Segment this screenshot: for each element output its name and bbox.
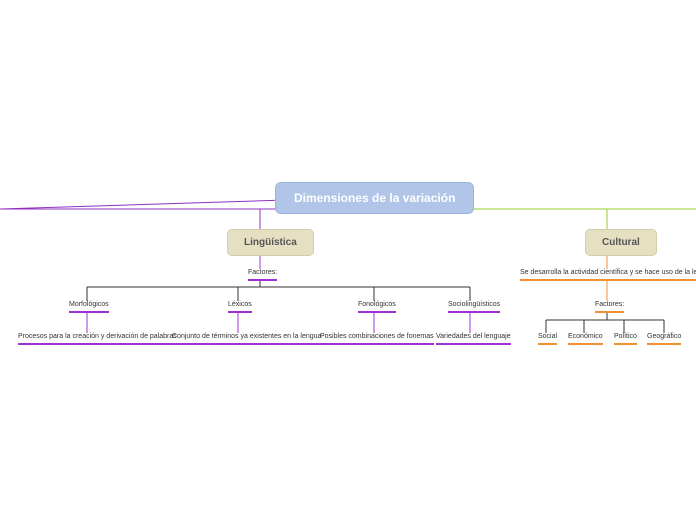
branch-label: Lingüística [244,237,297,248]
ling-sub-lexicos: Léxicos [228,301,252,313]
branch-linguistica: Lingüística [227,229,314,256]
cult-sub-geografico: Geográfico [647,333,681,345]
ling-sub-morfologicos: Morfológicos [69,301,109,313]
ling-desc-3: Variedades del lenguaje [436,333,511,345]
root-label: Dimensiones de la variación [294,191,455,205]
branch-cultural: Cultural [585,229,657,256]
cult-sub-politico: Político [614,333,637,345]
cult-text: Se desarrolla la actividad científica y … [520,269,696,281]
ling-desc-2: Posibles combinaciones de fonemas [320,333,434,345]
ling-sub-sociolinguisticos: Sociolingüísticos [448,301,500,313]
cult-factores: Factores: [595,301,624,313]
cult-sub-economico: Económico [568,333,603,345]
mindmap-connectors [0,0,696,520]
ling-factores: Factores: [248,269,277,281]
ling-sub-fonologicos: Fonológicos [358,301,396,313]
root-node: Dimensiones de la variación [275,182,474,214]
branch-label: Cultural [602,237,640,248]
ling-desc-1: Conjunto de términos ya existentes en la… [172,333,321,345]
ling-desc-0: Procesos para la creación y derivación d… [18,333,177,345]
cult-sub-social: Social [538,333,557,345]
